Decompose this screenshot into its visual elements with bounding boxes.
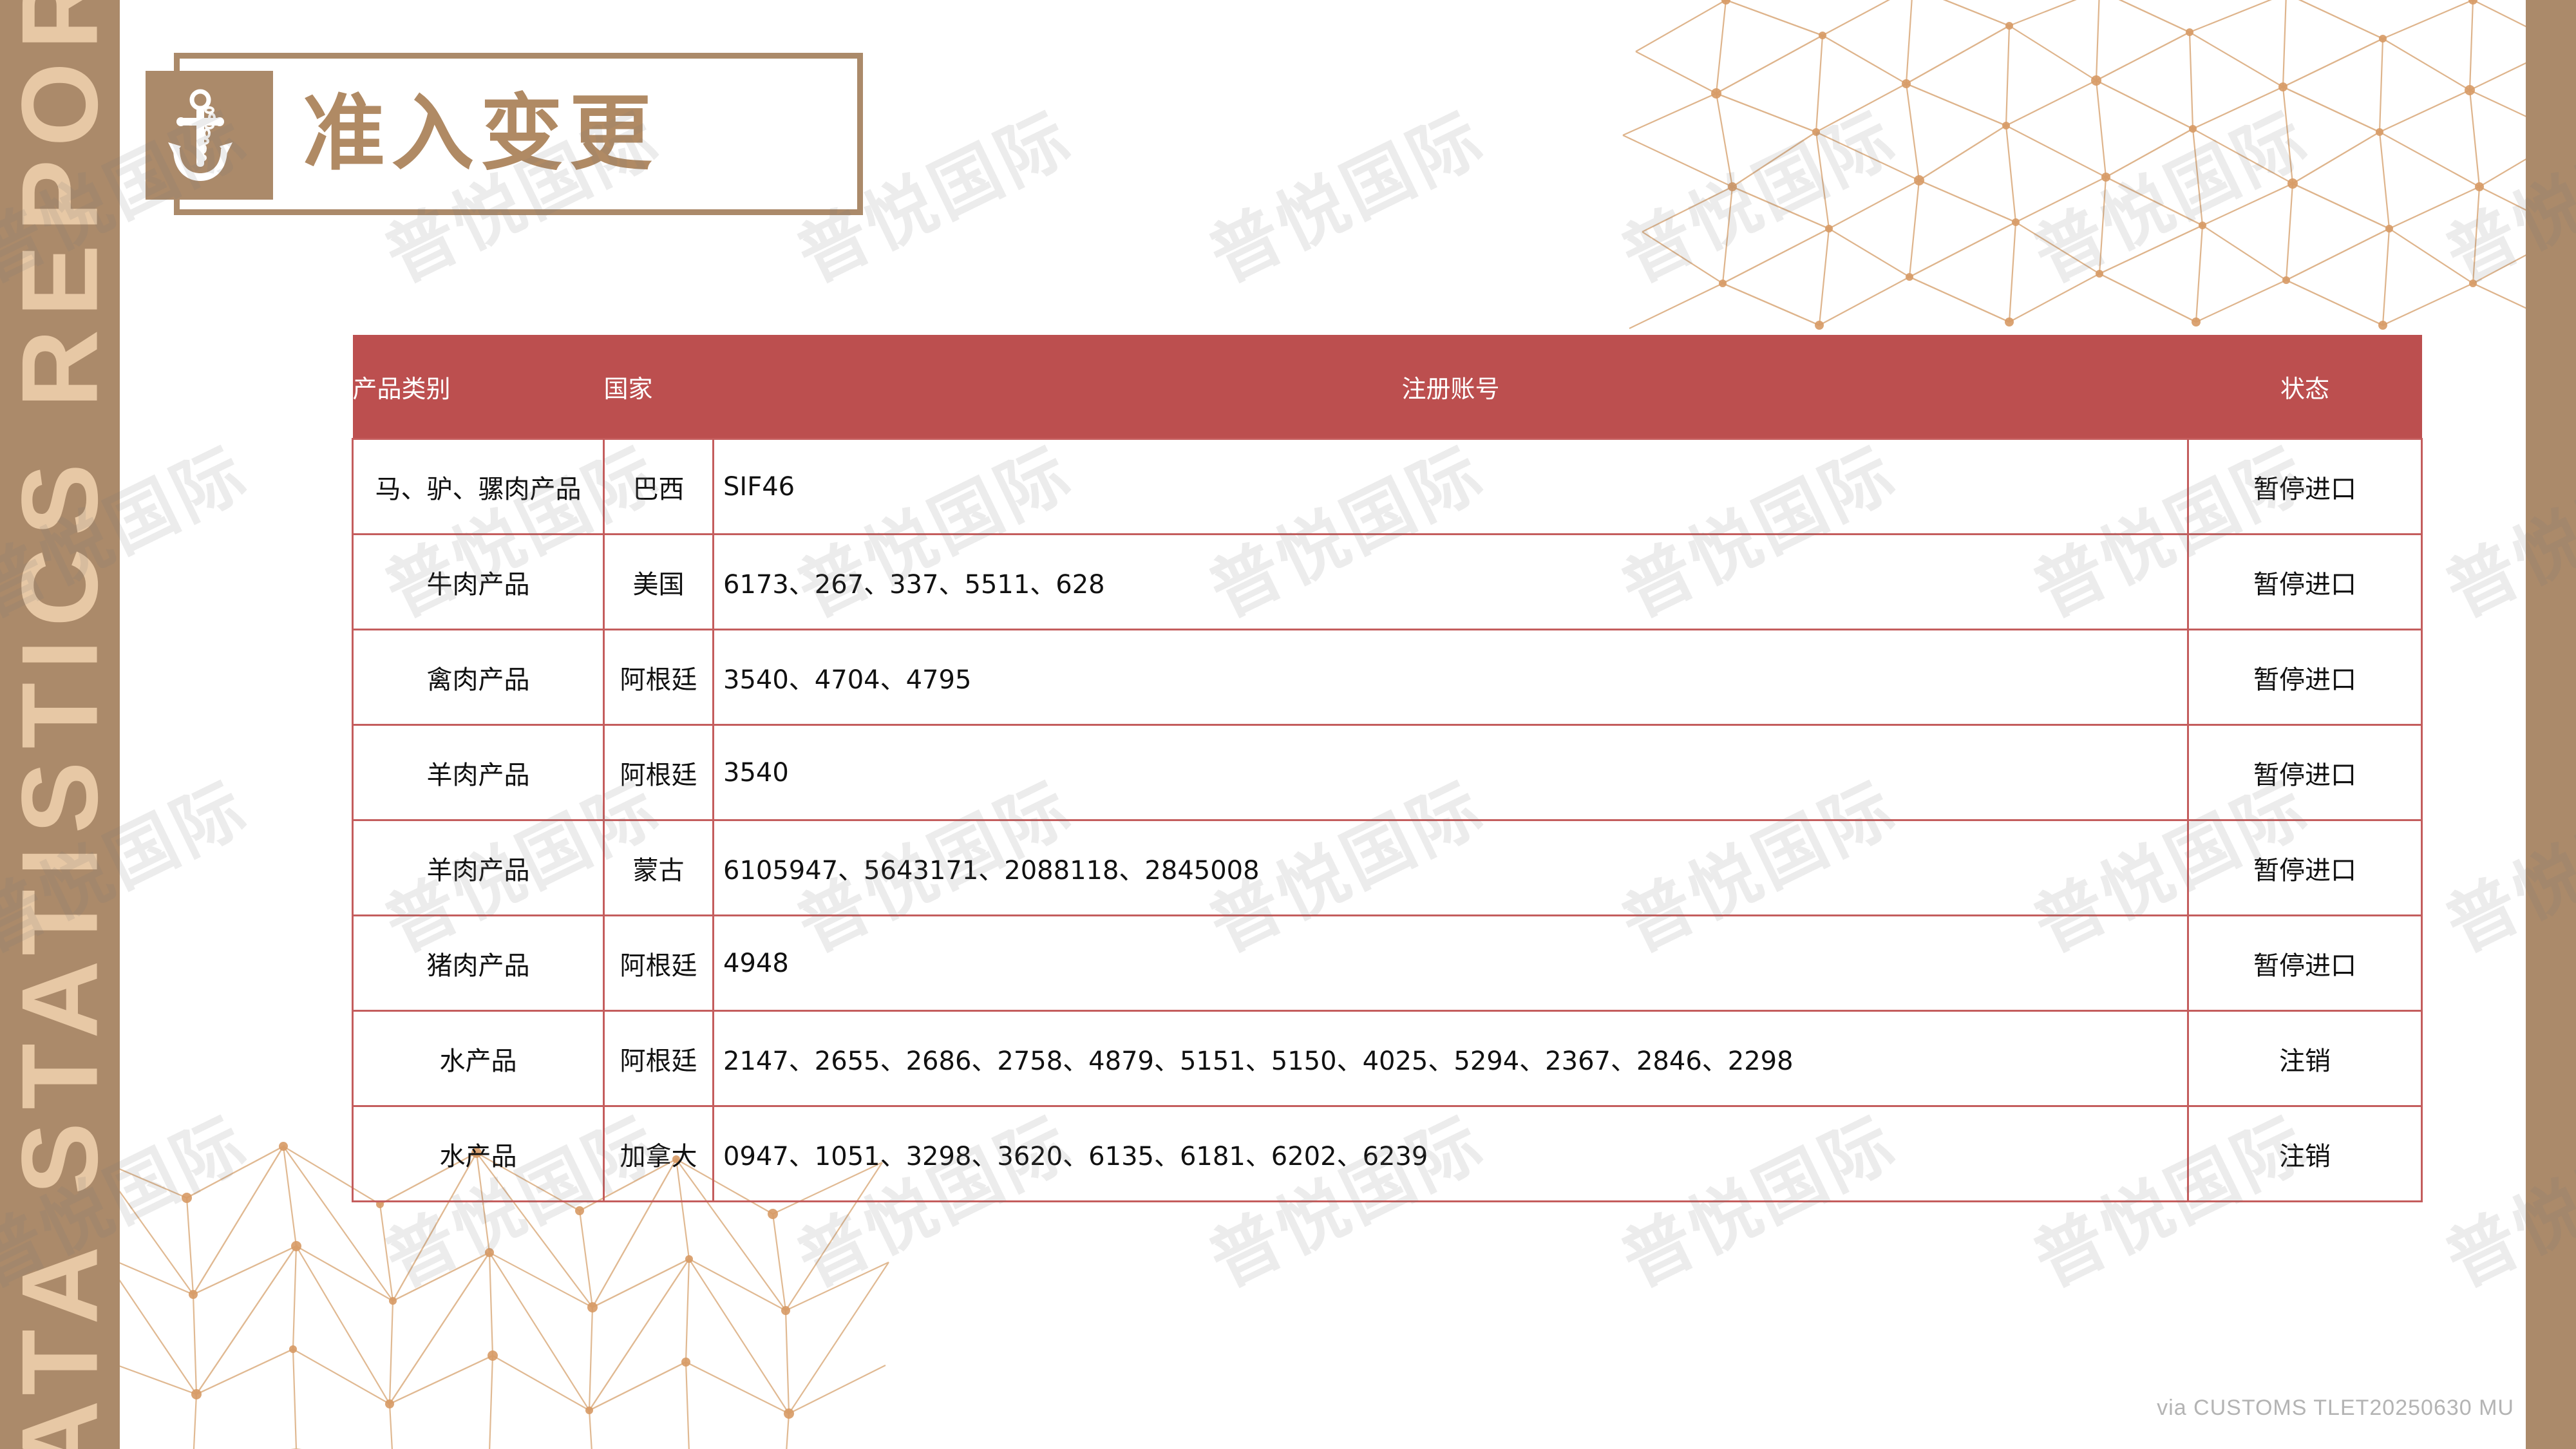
table-row: 马、驴、骡肉产品 巴西 SIF46 暂停进口 xyxy=(352,438,2423,535)
cell-category: 羊肉产品 xyxy=(352,819,605,916)
cell-category: 羊肉产品 xyxy=(352,724,605,821)
cell-accounts: 3540、4704、4795 xyxy=(712,629,2189,726)
cell-category: 禽肉产品 xyxy=(352,629,605,726)
table-row: 牛肉产品 美国 6173、267、337、5511、628 暂停进口 xyxy=(352,533,2423,630)
cell-accounts: 3540 xyxy=(712,724,2189,821)
column-header-status: 状态 xyxy=(2188,335,2422,439)
table-row: 羊肉产品 蒙古 6105947、5643171、2088118、2845008 … xyxy=(352,819,2423,916)
table-row: 猪肉产品 阿根廷 4948 暂停进口 xyxy=(352,914,2423,1012)
cell-country: 阿根廷 xyxy=(603,629,714,726)
anchor-icon-box xyxy=(146,71,273,200)
cell-status: 暂停进口 xyxy=(2187,819,2423,916)
table-header-row: 产品类别 国家 注册账号 状态 xyxy=(352,335,2422,439)
cell-status: 暂停进口 xyxy=(2187,724,2423,821)
cell-accounts: 2147、2655、2686、2758、4879、5151、5150、4025、… xyxy=(712,1010,2189,1107)
cell-category: 马、驴、骡肉产品 xyxy=(352,438,605,535)
cell-accounts: 6105947、5643171、2088118、2845008 xyxy=(712,819,2189,916)
column-header-accounts: 注册账号 xyxy=(713,335,2188,439)
table-body: 马、驴、骡肉产品 巴西 SIF46 暂停进口 牛肉产品 美国 6173、267、… xyxy=(352,438,2423,1202)
cell-status: 暂停进口 xyxy=(2187,629,2423,726)
cell-accounts: 4948 xyxy=(712,914,2189,1012)
network-mesh-decoration-top-right xyxy=(1622,0,2570,330)
cell-accounts: 6173、267、337、5511、628 xyxy=(712,533,2189,630)
watermark-text: 普悦国际 xyxy=(1609,97,1909,298)
watermark-text: 普悦国际 xyxy=(2022,97,2322,298)
table-row: 水产品 阿根廷 2147、2655、2686、2758、4879、5151、51… xyxy=(352,1010,2423,1107)
watermark-text: 普悦国际 xyxy=(2015,1422,2323,1449)
cell-category: 水产品 xyxy=(352,1105,605,1202)
cell-category: 水产品 xyxy=(352,1010,605,1107)
right-accent-band xyxy=(2526,0,2576,1449)
cell-country: 加拿大 xyxy=(603,1105,714,1202)
cell-status: 暂停进口 xyxy=(2187,914,2423,1012)
cell-country: 巴西 xyxy=(603,438,714,535)
cell-accounts: SIF46 xyxy=(712,438,2189,535)
footer-source-note: via CUSTOMS TLET20250630 MU xyxy=(2157,1396,2514,1420)
cell-country: 阿根廷 xyxy=(603,914,714,1012)
cell-status: 暂停进口 xyxy=(2187,533,2423,630)
admission-change-table: 产品类别 国家 注册账号 状态 马、驴、骡肉产品 巴西 SIF46 暂停进口 牛… xyxy=(352,335,2423,1202)
cell-country: 美国 xyxy=(603,533,714,630)
cell-country: 蒙古 xyxy=(603,819,714,916)
column-header-category: 产品类别 xyxy=(352,335,604,439)
anchor-icon xyxy=(167,87,252,184)
cell-accounts: 0947、1051、3298、3620、6135、6181、6202、6239 xyxy=(712,1105,2189,1202)
watermark-text: 普悦国际 xyxy=(1191,1422,1499,1449)
watermark-text: 普悦国际 xyxy=(1197,97,1497,298)
watermark-text: 普悦国际 xyxy=(366,1422,674,1449)
cell-status: 注销 xyxy=(2187,1105,2423,1202)
page-title: 准入变更 xyxy=(303,86,659,182)
left-accent-band: DATA STATISTICS REPORT xyxy=(0,0,120,1449)
table-row: 禽肉产品 阿根廷 3540、4704、4795 暂停进口 xyxy=(352,629,2423,726)
cell-status: 注销 xyxy=(2187,1010,2423,1107)
table-row: 水产品 加拿大 0947、1051、3298、3620、6135、6181、62… xyxy=(352,1105,2423,1202)
column-header-country: 国家 xyxy=(603,335,714,439)
report-vertical-title: DATA STATISTICS REPORT xyxy=(0,0,120,1449)
watermark-text: 普悦国际 xyxy=(1603,1422,1911,1449)
cell-country: 阿根廷 xyxy=(603,724,714,821)
table-row: 羊肉产品 阿根廷 3540 暂停进口 xyxy=(352,724,2423,821)
cell-status: 暂停进口 xyxy=(2187,438,2423,535)
cell-category: 牛肉产品 xyxy=(352,533,605,630)
cell-country: 阿根廷 xyxy=(603,1010,714,1107)
cell-category: 猪肉产品 xyxy=(352,914,605,1012)
watermark-text: 普悦国际 xyxy=(779,1422,1086,1449)
